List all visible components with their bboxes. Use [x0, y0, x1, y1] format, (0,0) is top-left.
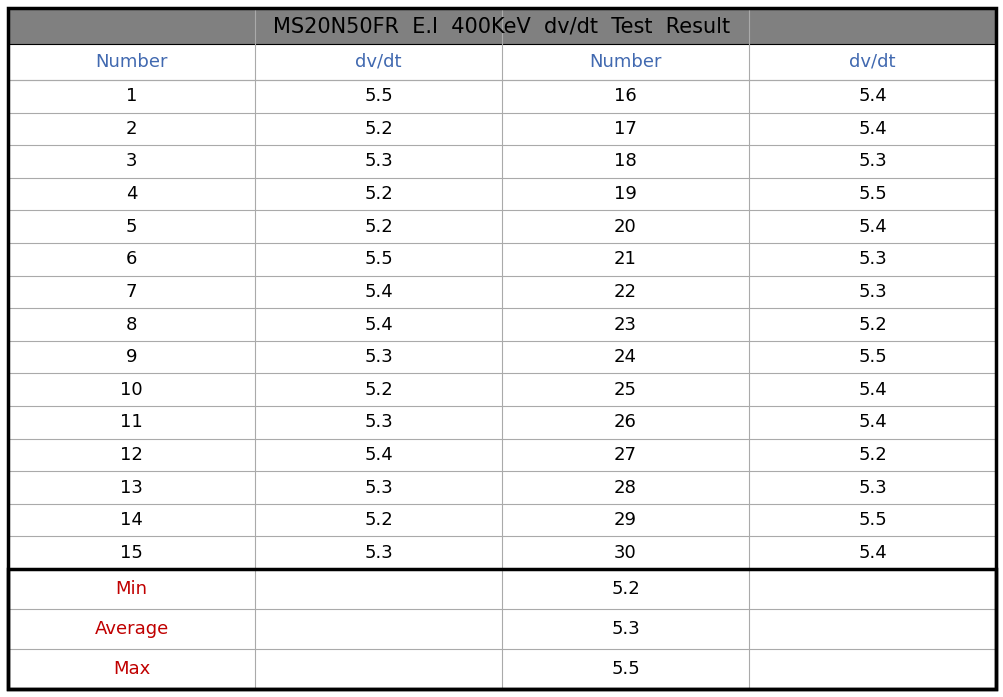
- Text: 2: 2: [125, 120, 137, 138]
- Text: 18: 18: [614, 153, 636, 171]
- Bar: [8, 113, 995, 145]
- Text: 21: 21: [614, 250, 636, 268]
- Bar: [8, 609, 995, 649]
- Bar: [8, 145, 995, 178]
- Bar: [8, 471, 995, 504]
- Bar: [8, 210, 995, 243]
- Text: 1: 1: [125, 87, 137, 105]
- Bar: [8, 569, 995, 689]
- Text: 6: 6: [125, 250, 137, 268]
- Text: 5.3: 5.3: [858, 250, 886, 268]
- Bar: [8, 44, 995, 80]
- Text: 5.5: 5.5: [858, 185, 886, 203]
- Bar: [8, 649, 995, 689]
- Text: 29: 29: [614, 511, 636, 529]
- Bar: [8, 178, 995, 210]
- Text: 5.4: 5.4: [364, 316, 392, 333]
- Text: Number: Number: [95, 53, 168, 71]
- Text: Average: Average: [94, 620, 169, 638]
- Text: 5: 5: [125, 217, 137, 236]
- Text: 5.5: 5.5: [611, 660, 639, 678]
- Text: 5.2: 5.2: [364, 217, 392, 236]
- Text: 3: 3: [125, 153, 137, 171]
- Text: 5.5: 5.5: [858, 348, 886, 366]
- Text: 11: 11: [120, 413, 142, 431]
- Text: 5.3: 5.3: [364, 348, 392, 366]
- Text: 5.3: 5.3: [364, 544, 392, 562]
- Text: 24: 24: [614, 348, 636, 366]
- Text: 5.3: 5.3: [858, 479, 886, 496]
- Text: 5.2: 5.2: [364, 381, 392, 399]
- Bar: [8, 374, 995, 406]
- Text: 8: 8: [125, 316, 137, 333]
- Text: Max: Max: [112, 660, 150, 678]
- Text: MS20N50FR  E.I  400KeV  dv/dt  Test  Result: MS20N50FR E.I 400KeV dv/dt Test Result: [273, 16, 730, 36]
- Text: 5.2: 5.2: [858, 316, 886, 333]
- Text: 30: 30: [614, 544, 636, 562]
- Text: 5.4: 5.4: [858, 413, 886, 431]
- Text: 19: 19: [614, 185, 636, 203]
- Bar: [8, 537, 995, 569]
- Bar: [8, 243, 995, 275]
- Text: 5.5: 5.5: [364, 87, 392, 105]
- Text: 17: 17: [614, 120, 636, 138]
- Text: 22: 22: [614, 283, 636, 301]
- Bar: [8, 275, 995, 308]
- Text: 28: 28: [614, 479, 636, 496]
- Bar: [8, 504, 995, 537]
- Text: 13: 13: [120, 479, 142, 496]
- Text: 5.3: 5.3: [364, 413, 392, 431]
- Text: 26: 26: [614, 413, 636, 431]
- Text: 5.3: 5.3: [611, 620, 639, 638]
- Bar: [8, 308, 995, 341]
- Text: dv/dt: dv/dt: [849, 53, 895, 71]
- Text: 25: 25: [614, 381, 636, 399]
- Text: 5.3: 5.3: [858, 153, 886, 171]
- Text: 23: 23: [614, 316, 636, 333]
- Text: 5.3: 5.3: [858, 283, 886, 301]
- Bar: [8, 341, 995, 374]
- Text: 5.5: 5.5: [858, 511, 886, 529]
- Text: dv/dt: dv/dt: [355, 53, 401, 71]
- Text: 5.2: 5.2: [364, 511, 392, 529]
- Text: 16: 16: [614, 87, 636, 105]
- Text: 5.3: 5.3: [364, 153, 392, 171]
- Text: 7: 7: [125, 283, 137, 301]
- Text: 20: 20: [614, 217, 636, 236]
- Bar: [8, 438, 995, 471]
- Text: 4: 4: [125, 185, 137, 203]
- Text: 14: 14: [120, 511, 142, 529]
- Text: Number: Number: [589, 53, 661, 71]
- Text: 12: 12: [120, 446, 142, 464]
- Bar: [8, 569, 995, 609]
- Text: 5.4: 5.4: [858, 544, 886, 562]
- Text: 5.4: 5.4: [858, 120, 886, 138]
- Text: 10: 10: [120, 381, 142, 399]
- Bar: [8, 80, 995, 113]
- Text: 5.4: 5.4: [858, 217, 886, 236]
- Text: Min: Min: [115, 580, 147, 598]
- Bar: [8, 406, 995, 438]
- Text: 5.3: 5.3: [364, 479, 392, 496]
- Text: 5.4: 5.4: [858, 87, 886, 105]
- Text: 5.2: 5.2: [858, 446, 886, 464]
- Text: 5.2: 5.2: [364, 185, 392, 203]
- Bar: [8, 8, 995, 44]
- Text: 15: 15: [120, 544, 142, 562]
- Text: 27: 27: [614, 446, 636, 464]
- Text: 5.4: 5.4: [364, 446, 392, 464]
- Text: 9: 9: [125, 348, 137, 366]
- Text: 5.2: 5.2: [611, 580, 639, 598]
- Text: 5.4: 5.4: [858, 381, 886, 399]
- Text: 5.5: 5.5: [364, 250, 392, 268]
- Text: 5.4: 5.4: [364, 283, 392, 301]
- Text: 5.2: 5.2: [364, 120, 392, 138]
